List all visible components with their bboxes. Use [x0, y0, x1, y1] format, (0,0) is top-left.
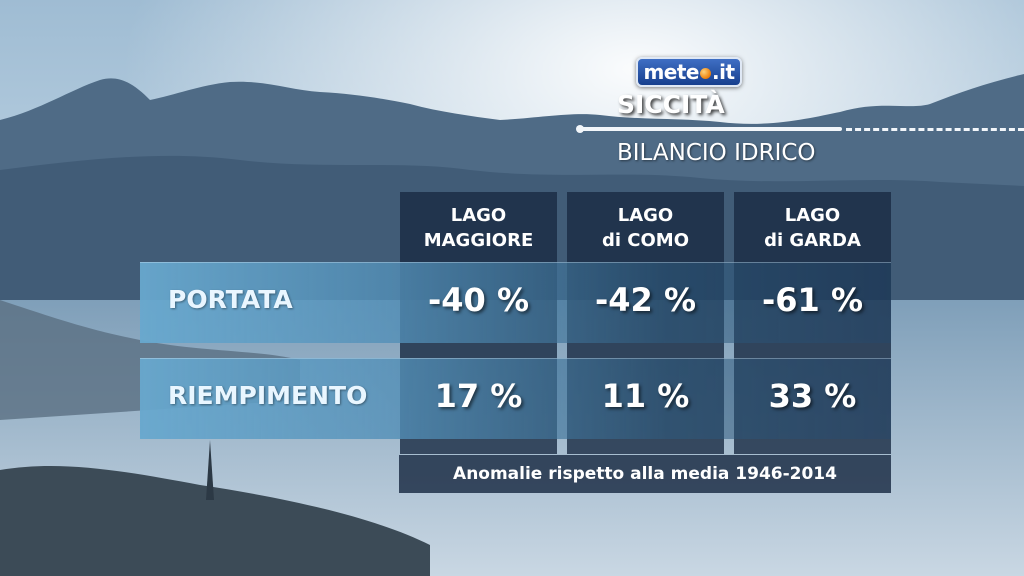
column-header-line: di COMO [601, 230, 690, 251]
logo-suffix: .it [712, 60, 735, 84]
footnote: Anomalie rispetto alla media 1946-2014 [399, 455, 891, 493]
value-cell: -40 % [427, 281, 529, 319]
row-band-riempimento [140, 358, 891, 439]
row-label-riempimento: RIEMPIMENTO [168, 381, 368, 410]
value-cell: -61 % [761, 281, 863, 319]
sun-icon [700, 67, 711, 79]
meteo-it-logo: mete .it [636, 57, 742, 87]
row-band-portata [140, 262, 891, 343]
column-header-line: LAGO [617, 205, 674, 226]
column-header-line: MAGGIORE [423, 230, 534, 251]
value-cell: 17 % [434, 377, 523, 415]
divider-line [580, 127, 842, 131]
divider-dashed [846, 128, 1024, 131]
logo-text: mete [643, 60, 699, 84]
value-cell: -42 % [594, 281, 696, 319]
row-label-portata: PORTATA [168, 285, 293, 314]
value-cell: 33 % [768, 377, 857, 415]
column-header-line: LAGO [450, 205, 507, 226]
column-header-line: LAGO [784, 205, 841, 226]
page-subtitle: BILANCIO IDRICO [617, 140, 816, 166]
page-title: SICCITÀ [617, 90, 725, 119]
column-header-garda: LAGO di GARDA [734, 203, 891, 253]
value-cell: 11 % [601, 377, 690, 415]
column-header-como: LAGO di COMO [567, 203, 724, 253]
column-header-maggiore: LAGO MAGGIORE [400, 203, 557, 253]
column-header-line: di GARDA [764, 230, 861, 251]
